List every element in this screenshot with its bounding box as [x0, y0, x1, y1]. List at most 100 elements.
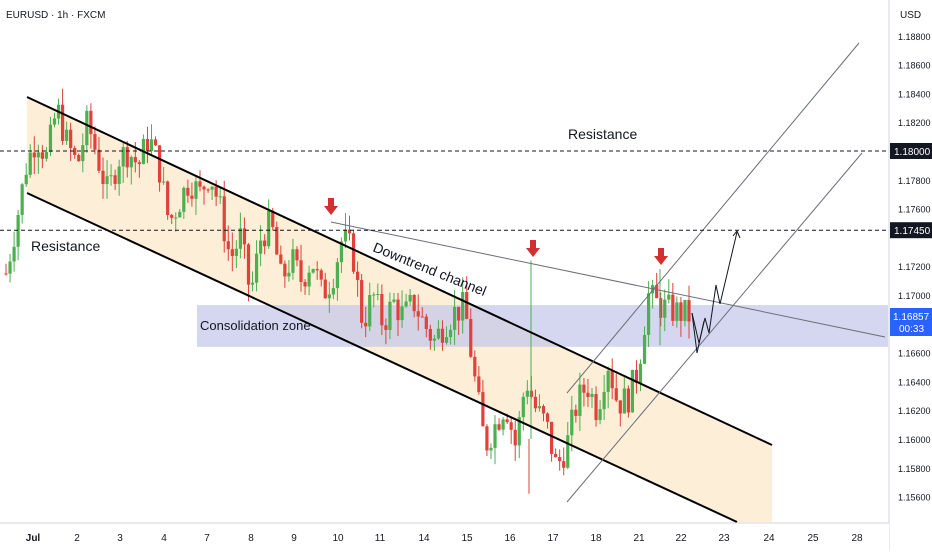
- candle-body[interactable]: [404, 301, 408, 307]
- candle-body[interactable]: [614, 388, 618, 401]
- candle-body[interactable]: [299, 260, 303, 282]
- candle-body[interactable]: [606, 370, 610, 392]
- candle-body[interactable]: [125, 147, 129, 168]
- candle-body[interactable]: [335, 262, 339, 289]
- candle-body[interactable]: [157, 145, 162, 183]
- candle-body[interactable]: [16, 214, 20, 247]
- candle-body[interactable]: [295, 249, 299, 261]
- candle-body[interactable]: [60, 104, 65, 141]
- candle-body[interactable]: [541, 406, 546, 414]
- candle-body[interactable]: [655, 285, 659, 299]
- candle-body[interactable]: [384, 325, 388, 330]
- candle-body[interactable]: [590, 393, 594, 398]
- candle-body[interactable]: [198, 181, 202, 187]
- channel-lower-line[interactable]: [26, 192, 738, 523]
- candle-body[interactable]: [525, 390, 529, 397]
- candle-body[interactable]: [570, 409, 574, 436]
- candle-body[interactable]: [457, 306, 461, 321]
- candle-body[interactable]: [562, 461, 566, 468]
- price-axis-panel[interactable]: [889, 0, 932, 550]
- candle-body[interactable]: [380, 294, 384, 326]
- candle-body[interactable]: [416, 311, 420, 317]
- candle-body[interactable]: [246, 244, 251, 285]
- candle-body[interactable]: [545, 413, 550, 422]
- candle-body[interactable]: [351, 233, 356, 272]
- candle-body[interactable]: [396, 299, 400, 321]
- candle-body[interactable]: [679, 302, 683, 321]
- candle-body[interactable]: [69, 129, 73, 148]
- candle-body[interactable]: [44, 151, 49, 159]
- candle-body[interactable]: [307, 272, 311, 287]
- candle-body[interactable]: [242, 228, 247, 245]
- candle-body[interactable]: [634, 369, 639, 383]
- candle-body[interactable]: [376, 294, 380, 296]
- candle-body[interactable]: [428, 328, 432, 341]
- candle-body[interactable]: [81, 145, 85, 162]
- candle-body[interactable]: [331, 288, 335, 295]
- candle-body[interactable]: [618, 400, 622, 414]
- candle-body[interactable]: [339, 241, 344, 263]
- candle-body[interactable]: [501, 419, 505, 430]
- ascending-channel-upper[interactable]: [566, 42, 860, 394]
- candle-body[interactable]: [533, 396, 538, 409]
- candle-body[interactable]: [663, 299, 667, 318]
- candle-body[interactable]: [638, 363, 643, 383]
- candle-body[interactable]: [388, 301, 392, 330]
- candle-body[interactable]: [174, 217, 178, 219]
- candle-body[interactable]: [347, 229, 352, 234]
- candle-body[interactable]: [250, 282, 255, 285]
- candle-body[interactable]: [602, 391, 606, 410]
- candle-body[interactable]: [452, 306, 457, 330]
- candle-body[interactable]: [222, 196, 226, 242]
- candle-body[interactable]: [646, 293, 651, 335]
- candle-body[interactable]: [153, 139, 158, 146]
- candle-body[interactable]: [129, 157, 133, 168]
- candle-body[interactable]: [40, 152, 44, 159]
- candle-body[interactable]: [356, 271, 360, 281]
- candle-body[interactable]: [52, 118, 57, 125]
- candle-body[interactable]: [303, 281, 307, 287]
- candle-body[interactable]: [477, 376, 481, 393]
- candle-body[interactable]: [226, 241, 230, 250]
- candle-body[interactable]: [263, 240, 267, 247]
- candle-body[interactable]: [610, 370, 614, 389]
- candle-body[interactable]: [461, 292, 465, 321]
- candle-body[interactable]: [517, 417, 521, 446]
- candle-body[interactable]: [101, 170, 105, 185]
- candle-body[interactable]: [327, 294, 331, 299]
- candle-body[interactable]: [558, 457, 562, 462]
- candle-body[interactable]: [234, 248, 238, 256]
- candle-body[interactable]: [8, 261, 12, 274]
- candle-body[interactable]: [218, 196, 222, 198]
- candle-body[interactable]: [622, 388, 626, 414]
- candle-body[interactable]: [271, 210, 275, 227]
- candle-body[interactable]: [89, 110, 93, 135]
- candle-body[interactable]: [77, 154, 81, 162]
- candle-body[interactable]: [315, 269, 319, 271]
- candle-body[interactable]: [521, 396, 525, 418]
- candle-body[interactable]: [267, 210, 271, 247]
- ascending-channel-lower[interactable]: [566, 152, 863, 503]
- candle-body[interactable]: [473, 356, 477, 377]
- candle-body[interactable]: [12, 246, 16, 262]
- candle-body[interactable]: [667, 294, 671, 300]
- candle-body[interactable]: [287, 272, 291, 277]
- candle-body[interactable]: [642, 334, 647, 364]
- candle-body[interactable]: [182, 187, 186, 212]
- candle-body[interactable]: [162, 181, 166, 183]
- candle-body[interactable]: [448, 329, 453, 338]
- candle-body[interactable]: [105, 176, 109, 185]
- candle-body[interactable]: [166, 181, 170, 216]
- candle-body[interactable]: [630, 369, 635, 413]
- candle-body[interactable]: [117, 166, 121, 184]
- candle-body[interactable]: [505, 419, 509, 423]
- candle-body[interactable]: [400, 306, 404, 321]
- candle-body[interactable]: [509, 422, 513, 430]
- candle-body[interactable]: [683, 300, 687, 321]
- candle-body[interactable]: [206, 189, 210, 191]
- candle-body[interactable]: [73, 147, 77, 155]
- candle-body[interactable]: [170, 215, 174, 218]
- candle-body[interactable]: [190, 195, 194, 199]
